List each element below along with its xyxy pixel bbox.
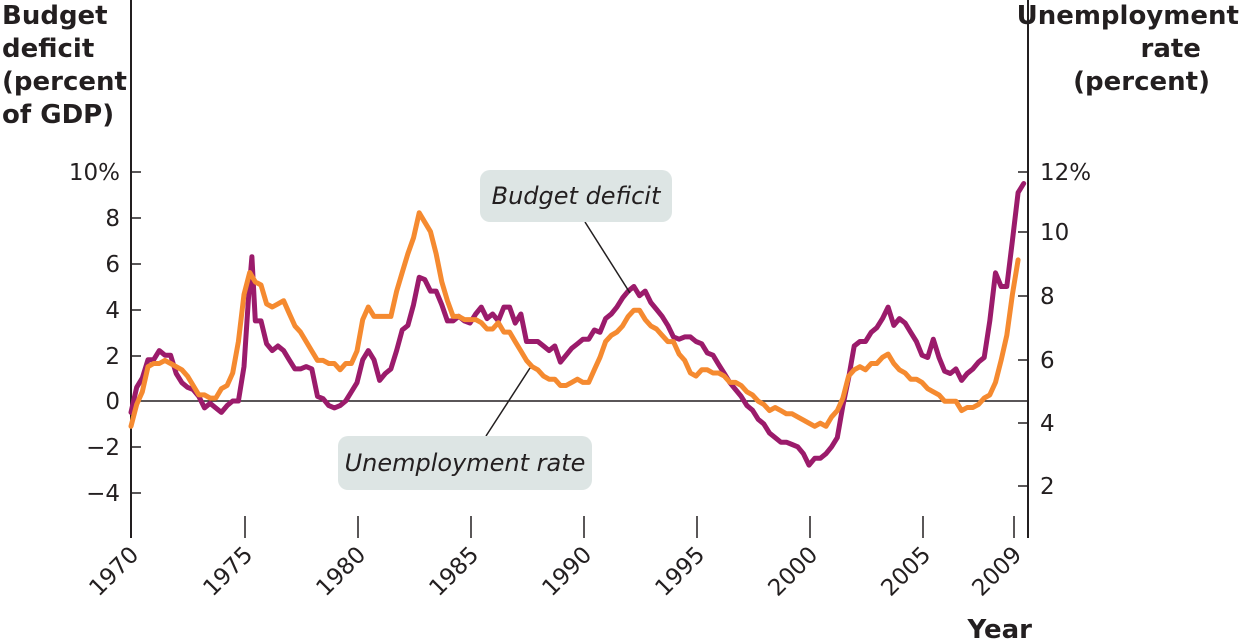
left-ticks: 10% 8 6 4 2 0 −2 −4 [69,160,141,507]
x-tick-label: 1980 [311,542,371,602]
left-axis-title-line: (percent [2,67,127,97]
right-axis-title-line: (percent) [1073,67,1210,97]
x-tick-label: 2000 [763,542,823,602]
x-tick-label: 2009 [967,542,1027,602]
unemployment-callout-box [338,436,592,490]
x-tick-label: 2005 [876,542,936,602]
left-tick-label: 6 [105,252,120,278]
left-tick-label: 2 [105,344,120,370]
x-tick-label: 1990 [537,542,597,602]
left-tick-label: 8 [105,206,120,232]
right-tick-label: 2 [1040,474,1055,500]
left-axis-title-line: Budget [2,1,108,31]
left-tick-label: 10% [69,160,120,186]
unemployment-rate-series-line [128,210,1021,429]
left-tick-label: −2 [86,435,120,461]
budget-deficit-series-line [128,181,1027,468]
left-axis-title-line: of GDP) [2,100,114,130]
left-tick-label: −4 [86,481,120,507]
right-axis-title-line: Unemployment [1017,1,1239,31]
x-axis-title: Year [967,615,1033,643]
unemployment-callout-leader [485,367,531,437]
right-tick-label: 12% [1040,160,1091,186]
right-axis-title: Unemployment rate (percent) [1017,1,1248,97]
budget-callout-leader [584,221,631,294]
unemployment-callout-label: Unemployment rate [345,449,586,477]
left-axis-title-line: deficit [2,34,94,64]
right-axis-title-line: rate [1141,34,1201,64]
left-axis-title: Budget deficit (percent of GDP) [2,1,136,130]
right-tick-label: 10 [1040,220,1069,246]
right-tick-label: 6 [1040,348,1055,374]
budget-callout-label: Budget deficit [492,182,662,210]
right-tick-label: 8 [1040,284,1055,310]
left-tick-label: 4 [105,298,120,324]
x-ticks: 1970 1975 1980 1985 1990 1995 2000 2005 … [84,516,1027,602]
x-tick-label: 1970 [84,542,144,602]
right-tick-label: 4 [1040,411,1055,437]
left-tick-label: 0 [105,389,120,415]
x-tick-label: 1975 [198,542,258,602]
x-tick-label: 1985 [424,542,484,602]
budget-callout-box [480,170,672,222]
x-tick-label: 1995 [650,542,710,602]
right-ticks: 12% 10 8 6 4 2 [1018,160,1091,500]
